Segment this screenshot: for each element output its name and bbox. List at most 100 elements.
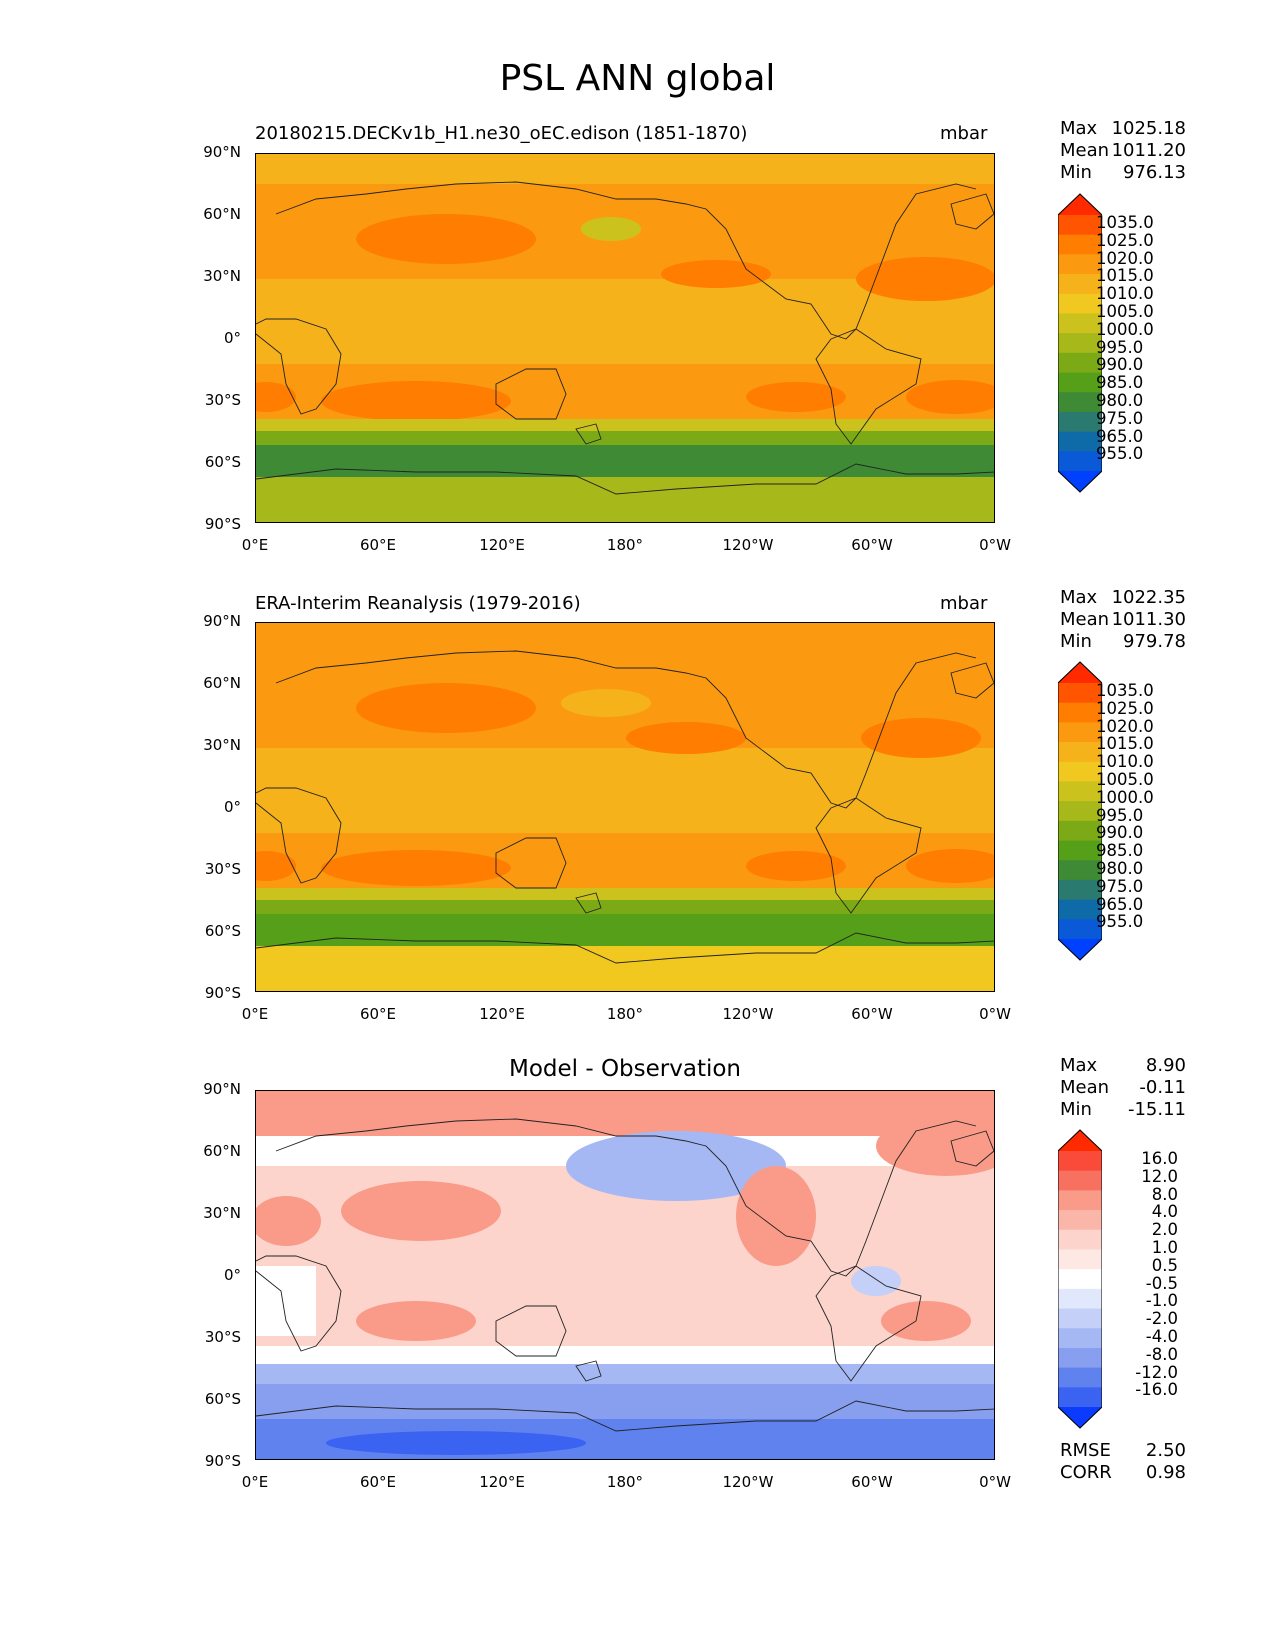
panel1-cb-label: 985.0 <box>1096 373 1144 393</box>
x-tick: 0°W <box>979 1005 1011 1023</box>
colorbar-segment <box>1058 820 1102 842</box>
y-tick: 90°N <box>203 1080 241 1098</box>
s-atlantic-high <box>906 849 994 883</box>
x-tick: 120°E <box>479 1473 525 1491</box>
panel2-stat-mean-label: Mean <box>1060 609 1110 630</box>
band-so-2 <box>256 900 994 914</box>
panel2-map <box>255 622 995 992</box>
y-tick: 30°S <box>204 391 241 409</box>
panel2-cb-label: 1035.0 <box>1096 681 1154 700</box>
panel1-stat-min-label: Min <box>1060 162 1092 183</box>
rmse-label: RMSE <box>1060 1440 1111 1461</box>
x-tick: 60°W <box>851 536 893 554</box>
colorbar-segment <box>1058 352 1102 374</box>
panel3-cb-label: 8.0 <box>1151 1184 1178 1204</box>
colorbar-segment <box>1058 919 1102 940</box>
panel2-cb-label: 1000.0 <box>1096 787 1154 807</box>
panel3-metric-values: 2.50 0.98 <box>1120 1440 1186 1484</box>
atlantic-high <box>861 718 981 758</box>
band-antarctic <box>256 477 994 522</box>
colorbar-segment <box>1058 411 1102 433</box>
panel2-cb-label: 1005.0 <box>1096 769 1154 789</box>
panel1-units: mbar <box>940 123 988 144</box>
y-tick: 60°S <box>204 922 241 940</box>
x-tick: 0°E <box>241 1473 269 1491</box>
panel2-stat-labels: Max Mean Min <box>1060 587 1109 653</box>
panel1-cb-label: 1025.0 <box>1096 230 1154 250</box>
pacific-high <box>626 722 746 754</box>
colorbar-segment <box>1058 801 1102 822</box>
figure-title: PSL ANN global <box>499 58 776 99</box>
x-tick: 120°W <box>722 536 774 554</box>
panel3-colorbar-labels: 16.0 12.0 8.0 4.0 2.0 1.0 0.5 -0.5 -1.0 … <box>1100 1150 1178 1399</box>
colorbar-segment <box>1058 1190 1102 1211</box>
panel1-cb-label: 1000.0 <box>1096 319 1154 339</box>
corr-value: 0.98 <box>1145 1462 1186 1483</box>
colorbar-segment <box>1058 683 1102 704</box>
panel1-stat-values: 1025.18 1011.20 976.13 <box>1100 118 1186 184</box>
x-tick: 60°W <box>851 1473 893 1491</box>
y-tick: 90°S <box>204 515 241 533</box>
panel2-stat-min-value: 979.78 <box>1123 631 1186 652</box>
x-tick: 120°W <box>722 1473 774 1491</box>
diff-np-blue <box>566 1131 786 1201</box>
panel3-colorbar-svg <box>1057 1129 1103 1429</box>
se-pacific-high <box>746 382 846 412</box>
colorbar-segment <box>1058 761 1102 782</box>
colorbar-min-extend <box>1058 939 1102 960</box>
panel2-cb-label: 995.0 <box>1096 805 1144 825</box>
x-tick: 0°W <box>979 1473 1011 1491</box>
diff-s-white <box>256 1346 994 1364</box>
x-tick: 60°E <box>359 1473 397 1491</box>
panel2-cb-label: 990.0 <box>1096 823 1144 843</box>
panel3-cb-label: 4.0 <box>1151 1202 1178 1222</box>
np-low <box>581 217 641 241</box>
panel3-colorbar <box>1057 1129 1103 1429</box>
colorbar-segment <box>1058 1229 1102 1250</box>
colorbar-max-extend <box>1058 194 1102 215</box>
panel1-cb-label: 1005.0 <box>1096 301 1154 321</box>
panel2-cb-label: 975.0 <box>1096 876 1144 896</box>
panel3-cb-label: -1.0 <box>1145 1291 1178 1311</box>
diff-africa-red <box>256 1196 321 1246</box>
coastlines <box>256 181 994 495</box>
band-north-pole <box>256 154 994 184</box>
y-tick: 60°S <box>204 1390 241 1408</box>
diff-so-1 <box>256 1364 994 1384</box>
rmse-value: 2.50 <box>1145 1440 1186 1461</box>
diff-antarctic-core <box>326 1431 586 1455</box>
band-so-3 <box>256 445 994 477</box>
colorbar-segment <box>1058 254 1102 275</box>
x-tick: 0°E <box>241 1005 269 1023</box>
colorbar-max-extend <box>1058 662 1102 683</box>
diff-atlantic-white <box>256 1266 316 1336</box>
colorbar-segment <box>1058 722 1102 743</box>
y-tick: 90°S <box>204 1452 241 1470</box>
panel2-title: ERA-Interim Reanalysis (1979-2016) <box>255 593 581 614</box>
panel1-cb-label: 975.0 <box>1096 408 1144 428</box>
x-tick: 0°W <box>979 536 1011 554</box>
colorbar-segment <box>1058 431 1102 452</box>
colorbar-segment <box>1058 1249 1102 1270</box>
panel1-title: 20180215.DECKv1b_H1.ne30_oEC.edison (185… <box>255 123 748 144</box>
band-so-1 <box>256 419 994 431</box>
indian-high <box>321 381 511 421</box>
panel3-stat-min-label: Min <box>1060 1099 1092 1120</box>
diff-so-2 <box>256 1384 994 1419</box>
se-pacific-high <box>746 851 846 881</box>
panel3-stat-max-label: Max <box>1060 1055 1098 1076</box>
diff-asia-red <box>341 1181 501 1241</box>
panel3-stat-max-value: 8.90 <box>1145 1055 1186 1076</box>
s-atlantic-high-west <box>256 382 296 412</box>
x-tick: 180° <box>606 1005 644 1023</box>
panel3-stat-mean-label: Mean <box>1060 1077 1110 1098</box>
colorbar-segment <box>1058 879 1102 901</box>
colorbar-segment <box>1058 1328 1102 1349</box>
colorbar-segment <box>1058 274 1102 295</box>
colorbar-segment <box>1058 1151 1102 1172</box>
panel3-cb-label: 1.0 <box>1151 1237 1178 1257</box>
x-tick: 180° <box>606 1473 644 1491</box>
coastlines <box>256 1118 994 1432</box>
panel2-cb-label: 1015.0 <box>1096 734 1154 754</box>
y-tick: 0° <box>223 329 241 347</box>
